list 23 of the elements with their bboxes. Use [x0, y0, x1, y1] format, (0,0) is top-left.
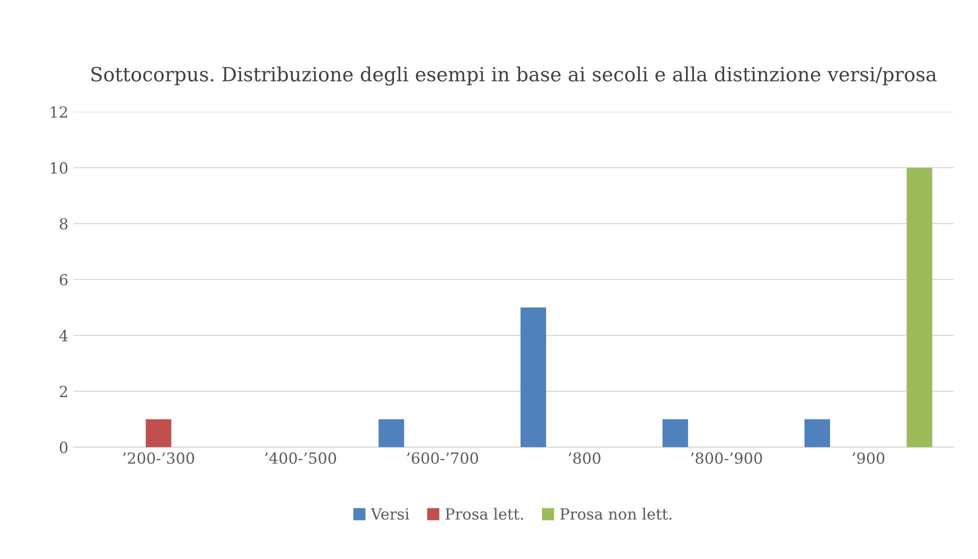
y-tick-label: 12 — [50, 106, 67, 118]
x-tick-label: ’600-’700 — [406, 452, 478, 464]
y-tick-label: 8 — [60, 218, 68, 230]
bar — [146, 419, 172, 448]
legend-label: Prosa non lett. — [560, 508, 672, 520]
y-tick-label: 2 — [60, 386, 67, 398]
x-tick-label: ’800 — [568, 452, 600, 464]
bar — [520, 307, 546, 448]
x-tick-label: ’400-’500 — [264, 452, 336, 464]
bar — [804, 419, 830, 448]
bar — [906, 168, 932, 448]
legend-label: Versi — [370, 508, 410, 520]
y-tick-label: 0 — [60, 442, 68, 454]
y-tick-label: 4 — [59, 330, 68, 342]
legend-label: Prosa lett. — [446, 508, 523, 520]
bar — [662, 419, 688, 448]
y-tick-label: 6 — [60, 274, 68, 286]
x-tick-label: ’900 — [852, 452, 884, 464]
chart-title: Sottocorpus. Distribuzione degli esempi in base ai secoli e alla distinzione versi/prosa — [91, 66, 937, 86]
x-tick-label: ’800-’900 — [690, 452, 762, 464]
y-tick-label: 10 — [50, 162, 68, 174]
bar — [378, 419, 404, 448]
x-tick-label: ’200-’300 — [123, 452, 194, 464]
